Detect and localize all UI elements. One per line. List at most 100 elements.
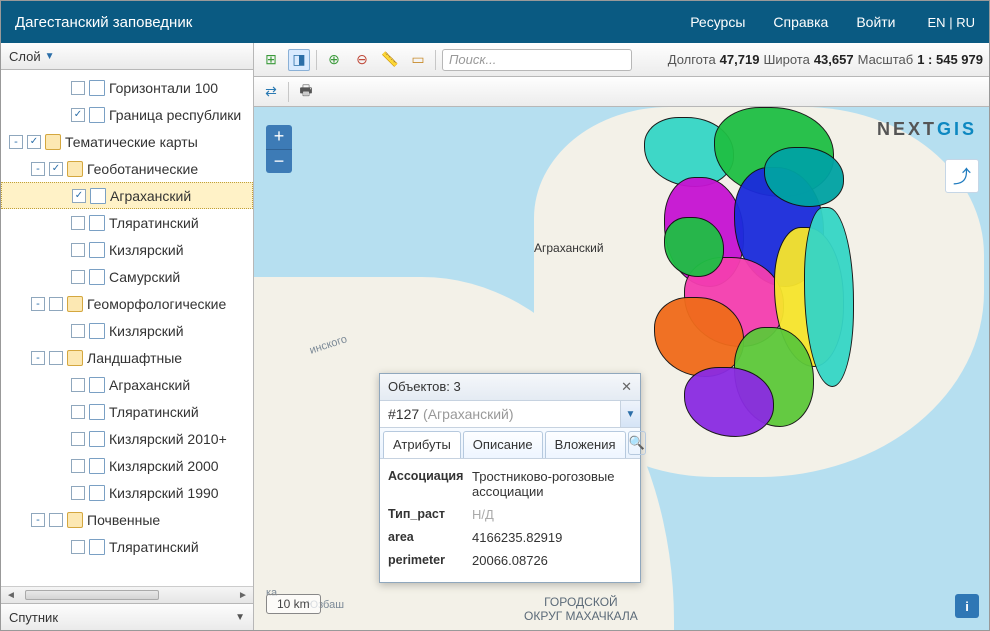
popup-title: Объектов: 3 — [388, 379, 461, 395]
layer-checkbox[interactable] — [49, 513, 63, 527]
tree-node[interactable]: -Тематические карты — [1, 128, 253, 155]
tab-attachments[interactable]: Вложения — [545, 431, 626, 458]
expander-placeholder — [53, 432, 67, 446]
tab-attributes[interactable]: Атрибуты — [383, 431, 461, 458]
tree-node-label: Кизлярский 2010+ — [109, 431, 227, 447]
tree-node[interactable]: -Геоморфологические — [1, 290, 253, 317]
identify-tool-icon[interactable]: ◨ — [288, 49, 310, 71]
tree-node-label: Граница республики — [109, 107, 241, 123]
horizontal-scrollbar[interactable]: ◄ ► — [1, 586, 253, 603]
tree-node-label: Тляратинский — [109, 539, 199, 555]
collapse-icon[interactable]: - — [31, 297, 45, 311]
nav-resources[interactable]: Ресурсы — [690, 14, 745, 30]
tree-node[interactable]: -Ландшафтные — [1, 344, 253, 371]
popup-body: АссоциацияТростниково-рогозовые ассоциац… — [380, 459, 640, 582]
tree-node[interactable]: Кизлярский — [1, 236, 253, 263]
layer-checkbox[interactable] — [49, 162, 63, 176]
secondary-toolbar: ⇄ 🖶 — [254, 77, 989, 107]
layer-icon — [89, 431, 105, 447]
measure-area-icon[interactable]: ▭ — [407, 49, 429, 71]
print-icon[interactable]: 🖶 — [295, 81, 317, 103]
scroll-left-icon[interactable]: ◄ — [5, 590, 17, 601]
search-input[interactable]: Поиск... — [442, 49, 632, 71]
collapse-icon[interactable]: - — [9, 135, 23, 149]
extent-tool-icon[interactable]: ⊞ — [260, 49, 282, 71]
popup-header[interactable]: Объектов: 3 ✕ — [380, 374, 640, 401]
layer-checkbox[interactable] — [49, 351, 63, 365]
layer-checkbox[interactable] — [72, 189, 86, 203]
scroll-thumb[interactable] — [25, 590, 159, 600]
link-tool-icon[interactable]: ⇄ — [260, 81, 282, 103]
tab-description[interactable]: Описание — [463, 431, 543, 458]
feature-selector[interactable]: #127 (Аграханский) ▼ — [380, 401, 640, 428]
layer-checkbox[interactable] — [71, 486, 85, 500]
layer-checkbox[interactable] — [71, 81, 85, 95]
lang-en[interactable]: EN — [928, 15, 946, 30]
tree-node[interactable]: Аграханский — [1, 371, 253, 398]
basemap-label: Спутник — [9, 610, 58, 625]
basemap-selector[interactable]: Спутник ▼ — [1, 603, 253, 630]
tree-node[interactable]: Кизлярский 2010+ — [1, 425, 253, 452]
attribute-key: Ассоциация — [388, 469, 472, 499]
collapse-icon[interactable]: - — [31, 351, 45, 365]
zoom-in-icon[interactable]: ⊕ — [323, 49, 345, 71]
scale-value: 1 : 545 979 — [917, 52, 983, 67]
nav-login[interactable]: Войти — [856, 14, 895, 30]
scroll-right-icon[interactable]: ► — [237, 590, 249, 601]
attribute-row: АссоциацияТростниково-рогозовые ассоциац… — [388, 465, 632, 503]
tree-node[interactable]: Кизлярский 2000 — [1, 452, 253, 479]
layer-checkbox[interactable] — [49, 297, 63, 311]
layer-checkbox[interactable] — [71, 459, 85, 473]
tree-node[interactable]: Горизонтали 100 — [1, 74, 253, 101]
tree-node[interactable]: -Почвенные — [1, 506, 253, 533]
lang-ru[interactable]: RU — [956, 15, 975, 30]
info-button[interactable]: i — [955, 594, 979, 618]
layer-checkbox[interactable] — [71, 216, 85, 230]
layer-icon — [89, 404, 105, 420]
attribute-key: perimeter — [388, 553, 472, 568]
tree-node-label: Кизлярский 2000 — [109, 458, 219, 474]
layer-icon — [89, 323, 105, 339]
layer-checkbox[interactable] — [71, 324, 85, 338]
tree-node[interactable]: Тляратинский — [1, 209, 253, 236]
layer-panel-header[interactable]: Слой ▼ — [1, 43, 253, 70]
expander-placeholder — [54, 189, 68, 203]
tree-node[interactable]: Граница республики — [1, 101, 253, 128]
tree-node[interactable]: Кизлярский — [1, 317, 253, 344]
tree-node[interactable]: Тляратинский — [1, 398, 253, 425]
tree-node[interactable]: Аграханский — [1, 182, 253, 209]
share-button[interactable]: ⤴ — [945, 159, 979, 193]
layer-checkbox[interactable] — [71, 405, 85, 419]
tree-node[interactable]: -Геоботанические — [1, 155, 253, 182]
expander-placeholder — [53, 216, 67, 230]
close-icon[interactable]: ✕ — [621, 379, 632, 395]
attribute-key: Тип_раст — [388, 507, 472, 522]
map-canvas[interactable]: инского Аграханский Юзбаш ка ГОРОДСКОЙ О… — [254, 107, 989, 630]
tree-node-label: Кизлярский — [109, 242, 184, 258]
nav-help[interactable]: Справка — [773, 14, 828, 30]
layer-checkbox[interactable] — [71, 378, 85, 392]
zoom-to-feature-icon[interactable]: 🔍 — [628, 431, 646, 455]
chevron-down-icon[interactable]: ▼ — [620, 401, 640, 427]
expander-placeholder — [53, 81, 67, 95]
sidebar: Слой ▼ Горизонтали 100 Граница республики… — [1, 43, 254, 630]
layer-checkbox[interactable] — [71, 432, 85, 446]
zoom-out-button[interactable]: − — [266, 149, 292, 173]
layer-checkbox[interactable] — [71, 540, 85, 554]
zoom-in-button[interactable]: + — [266, 125, 292, 149]
tree-node-label: Аграханский — [110, 188, 191, 204]
tree-node[interactable]: Самурский — [1, 263, 253, 290]
tree-node[interactable]: Кизлярский 1990 — [1, 479, 253, 506]
zoom-out-icon[interactable]: ⊖ — [351, 49, 373, 71]
layer-checkbox[interactable] — [71, 108, 85, 122]
brand-logo: NEXTGIS — [877, 119, 977, 140]
tree-node[interactable]: Тляратинский — [1, 533, 253, 560]
layer-checkbox[interactable] — [71, 243, 85, 257]
layer-tree[interactable]: Горизонтали 100 Граница республики -Темати… — [1, 70, 253, 586]
collapse-icon[interactable]: - — [31, 162, 45, 176]
layer-checkbox[interactable] — [71, 270, 85, 284]
collapse-icon[interactable]: - — [31, 513, 45, 527]
layer-checkbox[interactable] — [27, 135, 41, 149]
expander-placeholder — [53, 459, 67, 473]
measure-line-icon[interactable]: 📏 — [379, 49, 401, 71]
